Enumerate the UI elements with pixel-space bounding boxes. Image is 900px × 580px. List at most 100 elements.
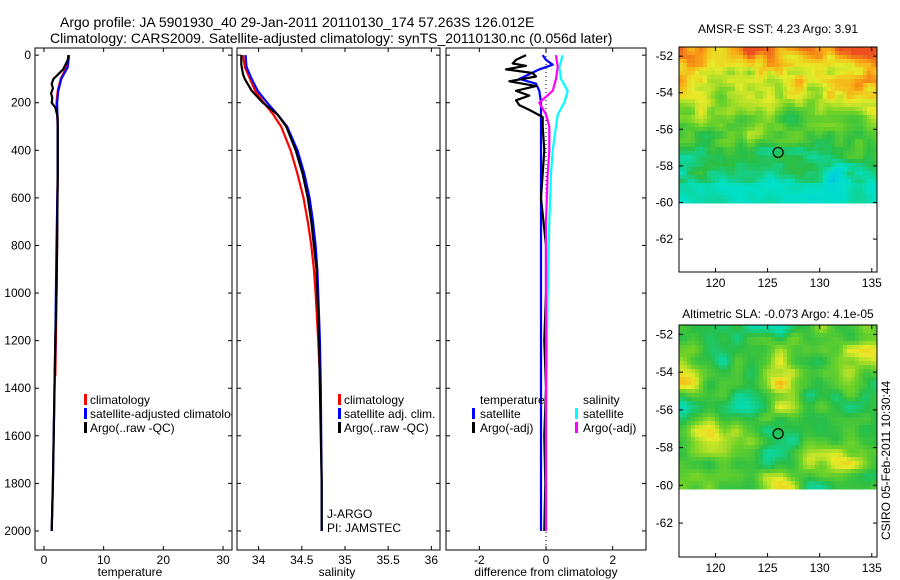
heatmap-cell [763, 337, 768, 342]
heatmap-cell [747, 155, 752, 160]
heatmap-cell [707, 171, 712, 176]
heatmap-cell [871, 353, 876, 358]
heatmap-cell [747, 389, 752, 394]
legend-label-temperature-argo: Argo(-adj) [480, 421, 533, 435]
heatmap-cell [755, 87, 760, 92]
heatmap-cell [683, 87, 688, 92]
heatmap-cell [851, 199, 856, 204]
heatmap-cell [775, 95, 780, 100]
heatmap-cell [807, 167, 812, 172]
heatmap-cell [799, 397, 804, 402]
heatmap-cell [795, 413, 800, 418]
heatmap-cell [687, 171, 692, 176]
heatmap-cell [787, 421, 792, 426]
heatmap-cell [699, 413, 704, 418]
heatmap-cell [799, 119, 804, 124]
heatmap-cell [859, 457, 864, 462]
heatmap-cell [715, 191, 720, 196]
heatmap-cell [779, 409, 784, 414]
heatmap-cell [847, 195, 852, 200]
heatmap-cell [863, 389, 868, 394]
heatmap-cell [691, 373, 696, 378]
heatmap-cell [827, 59, 832, 64]
heatmap-cell [799, 469, 804, 474]
heatmap-cell [831, 485, 836, 490]
heatmap-cell [775, 485, 780, 490]
heatmap-cell [711, 441, 716, 446]
heatmap-cell [875, 473, 877, 478]
heatmap-cell [787, 95, 792, 100]
heatmap-cell [747, 453, 752, 458]
heatmap-cell [751, 485, 756, 490]
heatmap-cell [791, 429, 796, 434]
heatmap-cell [747, 131, 752, 136]
heatmap-cell [719, 111, 724, 116]
heatmap-cell [683, 147, 688, 152]
heatmap-cell [743, 385, 748, 390]
heatmap-cell [735, 357, 740, 362]
heatmap-cell [767, 87, 772, 92]
heatmap-cell [751, 425, 756, 430]
heatmap-cell [827, 349, 832, 354]
heatmap-cell [855, 425, 860, 430]
heatmap-cell [827, 341, 832, 346]
heatmap-cell [759, 417, 764, 422]
heatmap-cell [695, 103, 700, 108]
heatmap-cell [747, 199, 752, 204]
heatmap-cell [779, 485, 784, 490]
heatmap-cell [847, 55, 852, 60]
heatmap-cell [811, 413, 816, 418]
heatmap-cell [799, 457, 804, 462]
heatmap-cell [819, 401, 824, 406]
heatmap-cell [867, 441, 872, 446]
heatmap-cell [815, 143, 820, 148]
heatmap-cell [823, 325, 828, 330]
heatmap-cell [703, 389, 708, 394]
heatmap-cell [691, 151, 696, 156]
heatmap-cell [839, 79, 844, 84]
heatmap-cell [747, 103, 752, 108]
heatmap-cell [815, 381, 820, 386]
heatmap-cell [791, 127, 796, 132]
heatmap-cell [739, 389, 744, 394]
heatmap-cell [807, 175, 812, 180]
heatmap-cell [735, 55, 740, 60]
heatmap-cell [791, 55, 796, 60]
heatmap-cell [771, 437, 776, 442]
heatmap-cell [843, 477, 848, 482]
heatmap-cell [831, 163, 836, 168]
heatmap-cell [831, 441, 836, 446]
heatmap-cell [839, 369, 844, 374]
heatmap-cell [767, 155, 772, 160]
heatmap-cell [815, 67, 820, 72]
heatmap-cell [855, 139, 860, 144]
heatmap-cell [687, 115, 692, 120]
heatmap-cell [743, 119, 748, 124]
heatmap-cell [875, 143, 877, 148]
heatmap-cell [791, 63, 796, 68]
heatmap-cell [843, 111, 848, 116]
heatmap-cell [691, 409, 696, 414]
heatmap-cell [759, 325, 764, 330]
heatmap-cell [827, 345, 832, 350]
heatmap-cell [803, 337, 808, 342]
heatmap-cell [775, 413, 780, 418]
heatmap-cell [755, 103, 760, 108]
heatmap-cell [759, 345, 764, 350]
heatmap-cell [759, 115, 764, 120]
depth-tick-label-1400: 1400 [4, 381, 31, 395]
heatmap-cell [795, 71, 800, 76]
heatmap-cell [715, 349, 720, 354]
heatmap-cell [871, 393, 876, 398]
heatmap-cell [803, 183, 808, 188]
heatmap-cell [743, 345, 748, 350]
heatmap-cell [727, 171, 732, 176]
heatmap-cell [843, 151, 848, 156]
heatmap-cell [731, 199, 736, 204]
heatmap-cell [839, 373, 844, 378]
heatmap-cell [819, 405, 824, 410]
heatmap-cell [751, 67, 756, 72]
heatmap-cell [747, 405, 752, 410]
heatmap-cell [775, 337, 780, 342]
heatmap-cell [703, 477, 708, 482]
